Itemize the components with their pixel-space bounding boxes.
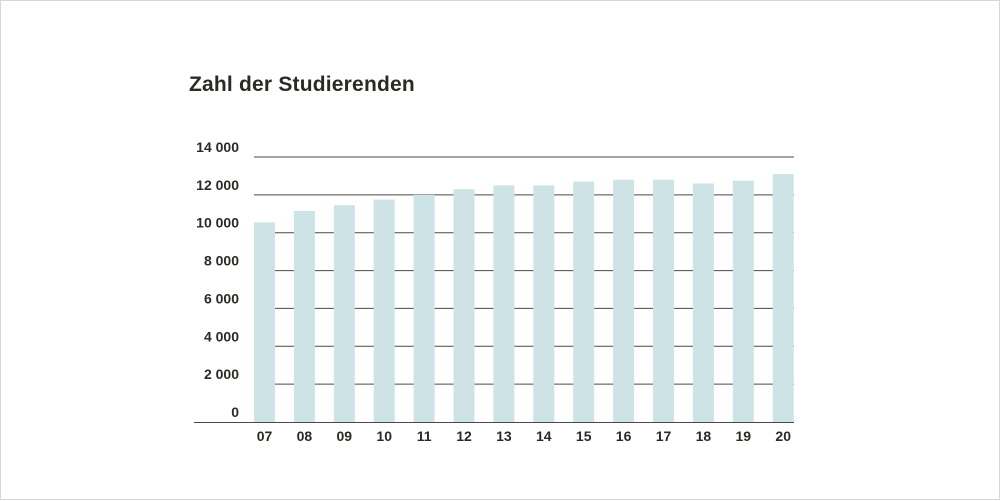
x-tick-label: 16	[616, 428, 632, 444]
bar-17	[653, 179, 674, 422]
x-tick-label: 18	[696, 428, 712, 444]
bar-07	[254, 222, 275, 422]
y-axis-labels: 0 2 000 4 000 6 000 8 000 10 000 12 000 14 000	[196, 139, 239, 420]
x-tick-label: 17	[656, 428, 672, 444]
y-tick-label: 14 000	[196, 139, 239, 155]
x-tick-label: 20	[775, 428, 791, 444]
bar-13	[493, 185, 515, 422]
x-tick-label: 10	[376, 428, 392, 444]
y-tick-label: 0	[231, 404, 239, 420]
x-tick-label: 13	[496, 428, 512, 444]
x-tick-label: 07	[257, 428, 273, 444]
x-tick-label: 15	[576, 428, 592, 444]
bar-09	[333, 205, 355, 422]
bar-08	[293, 210, 315, 422]
x-tick-label: 14	[536, 428, 552, 444]
bar-19	[732, 180, 754, 422]
x-tick-label: 11	[417, 428, 432, 444]
chart-title: Zahl der Studierenden	[189, 73, 415, 96]
x-tick-label: 19	[736, 428, 752, 444]
bar-11	[413, 194, 435, 422]
x-tick-label: 09	[337, 428, 353, 444]
y-tick-label: 12 000	[196, 177, 239, 193]
bar-16	[613, 179, 635, 422]
y-tick-label: 6 000	[204, 290, 239, 306]
bar-15	[573, 181, 595, 422]
y-tick-label: 4 000	[204, 328, 239, 344]
bars	[254, 174, 794, 422]
bar-20	[772, 174, 794, 422]
y-tick-label: 2 000	[204, 366, 239, 382]
bar-12	[453, 189, 475, 422]
y-tick-label: 10 000	[196, 215, 239, 231]
bar-14	[533, 185, 555, 422]
x-axis-labels: 07 08 09 10 11 12 13 14 15 16 17 18 19 20	[257, 428, 791, 444]
bar-10	[373, 199, 395, 422]
x-tick-label: 12	[456, 428, 472, 444]
x-tick-label: 08	[297, 428, 313, 444]
y-tick-label: 8 000	[204, 253, 239, 269]
bar-18	[692, 183, 714, 422]
